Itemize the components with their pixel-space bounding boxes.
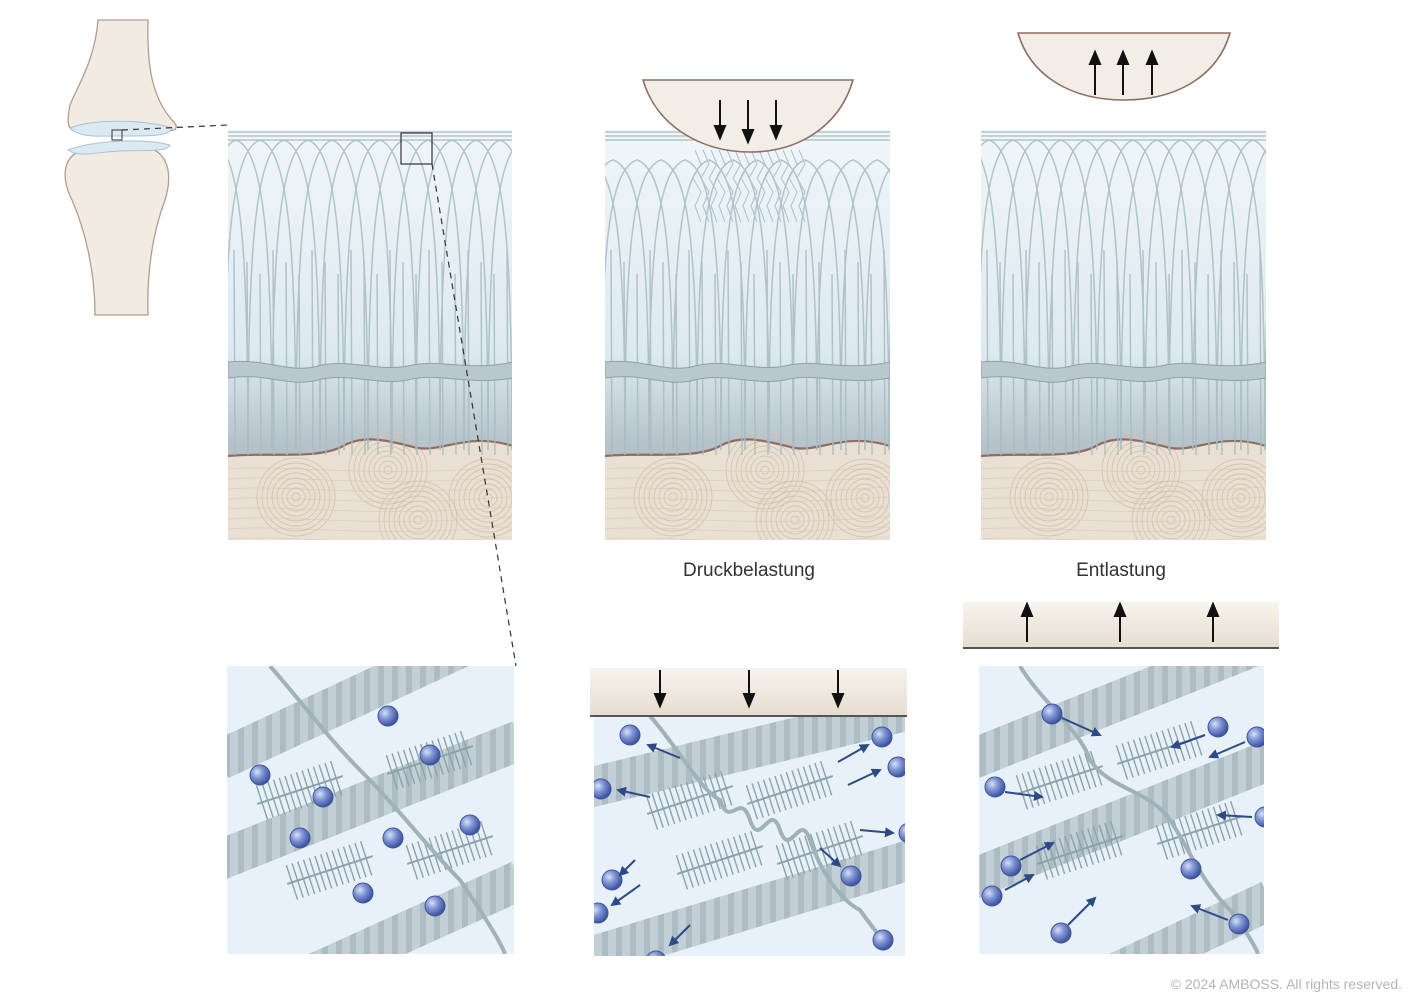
up-arrow-icon xyxy=(1088,49,1159,95)
unloading-indenter xyxy=(1016,32,1232,101)
water-molecule xyxy=(249,764,271,786)
cartilage-panel-rest xyxy=(228,130,512,540)
water-molecule xyxy=(289,827,311,849)
water-molecule xyxy=(312,786,334,808)
water-molecule xyxy=(1207,716,1229,738)
down-arrow-icon xyxy=(653,670,845,709)
collagen-fiber xyxy=(648,716,887,946)
cement-line xyxy=(228,438,512,458)
water-molecule xyxy=(1180,858,1202,880)
water-flow-arrow xyxy=(1170,734,1206,749)
proteoglycan xyxy=(285,840,374,900)
water-molecule xyxy=(1228,913,1250,935)
water-flow-arrow xyxy=(847,768,882,786)
detail-zoom-box xyxy=(400,132,433,165)
water-flow-arrow xyxy=(616,786,651,798)
water-molecule xyxy=(871,726,893,748)
water-flow-arrow xyxy=(1061,717,1102,737)
water-flow-arrow xyxy=(859,827,895,838)
water-flow-arrow xyxy=(1067,896,1097,926)
collagen-fibril xyxy=(227,666,469,779)
water-molecule xyxy=(594,778,612,800)
water-molecule xyxy=(887,756,905,778)
water-molecule xyxy=(619,724,641,746)
water-molecule xyxy=(981,885,1003,907)
water-flow-arrow xyxy=(610,884,641,907)
collagen-fibers xyxy=(605,149,890,456)
water-molecule xyxy=(1000,855,1022,877)
water-molecule xyxy=(424,895,446,917)
proteoglycan xyxy=(675,830,764,890)
water-flow-arrow xyxy=(1190,904,1229,921)
water-molecule xyxy=(872,929,894,951)
water-flow-arrow xyxy=(819,847,842,868)
cement-line xyxy=(605,438,890,458)
collagen-fibril xyxy=(308,861,514,954)
water-flow-arrow xyxy=(837,744,870,763)
cement-line xyxy=(981,438,1266,458)
collagen-fibril xyxy=(979,666,1259,778)
compression-label: Druckbelastung xyxy=(682,560,816,581)
water-flow-arrow xyxy=(668,924,691,947)
detail-panel-rest xyxy=(227,666,514,954)
water-molecule xyxy=(601,869,623,891)
down-arrow-icon xyxy=(713,100,783,145)
tidemark xyxy=(981,360,1266,383)
water-flow-arrow xyxy=(1216,810,1253,821)
collagen-fiber xyxy=(268,666,507,954)
subchondral-bone xyxy=(228,439,512,540)
water-molecule xyxy=(646,950,666,956)
water-molecule xyxy=(594,902,609,924)
water-molecule xyxy=(898,823,905,843)
water-flow-arrow xyxy=(646,743,681,759)
collagen-fibril xyxy=(594,716,905,808)
detail-panel-unloading xyxy=(963,601,1279,954)
proteoglycan xyxy=(645,770,734,830)
copyright-notice: © 2024 AMBOSS. All rights reserved. xyxy=(1170,976,1402,992)
tidemark xyxy=(228,360,512,383)
water-flow-arrow xyxy=(1019,842,1055,861)
water-molecule xyxy=(419,744,441,766)
water-molecule xyxy=(459,814,481,836)
proteoglycan xyxy=(745,760,834,820)
water-molecule xyxy=(1246,726,1264,748)
proteoglycan xyxy=(1155,800,1244,860)
zoom-marker xyxy=(111,129,123,141)
water-molecule xyxy=(382,827,404,849)
unloading-label: Entlastung xyxy=(1076,560,1166,581)
cartilage-panel-unloading xyxy=(981,130,1266,540)
water-flow-arrow xyxy=(1004,874,1035,891)
water-molecule xyxy=(352,882,374,904)
water-molecule xyxy=(840,865,862,887)
proteoglycan xyxy=(1035,820,1124,880)
compression-indenter xyxy=(641,79,855,153)
water-flow-arrow xyxy=(618,859,636,877)
joint-sketch xyxy=(64,19,229,316)
water-molecule xyxy=(984,776,1006,798)
detail-panel-compression xyxy=(590,668,907,956)
water-molecule xyxy=(377,705,399,727)
water-molecule xyxy=(1254,806,1264,828)
cartilage-panel-compression xyxy=(605,130,890,540)
up-arrow-icon xyxy=(1020,601,1220,642)
water-molecule xyxy=(1050,922,1072,944)
collagen-fiber xyxy=(1018,666,1260,954)
water-flow-arrow xyxy=(1208,741,1246,759)
water-flow-arrow xyxy=(1004,790,1044,801)
water-molecule xyxy=(1041,703,1063,725)
tidemark xyxy=(605,360,890,383)
